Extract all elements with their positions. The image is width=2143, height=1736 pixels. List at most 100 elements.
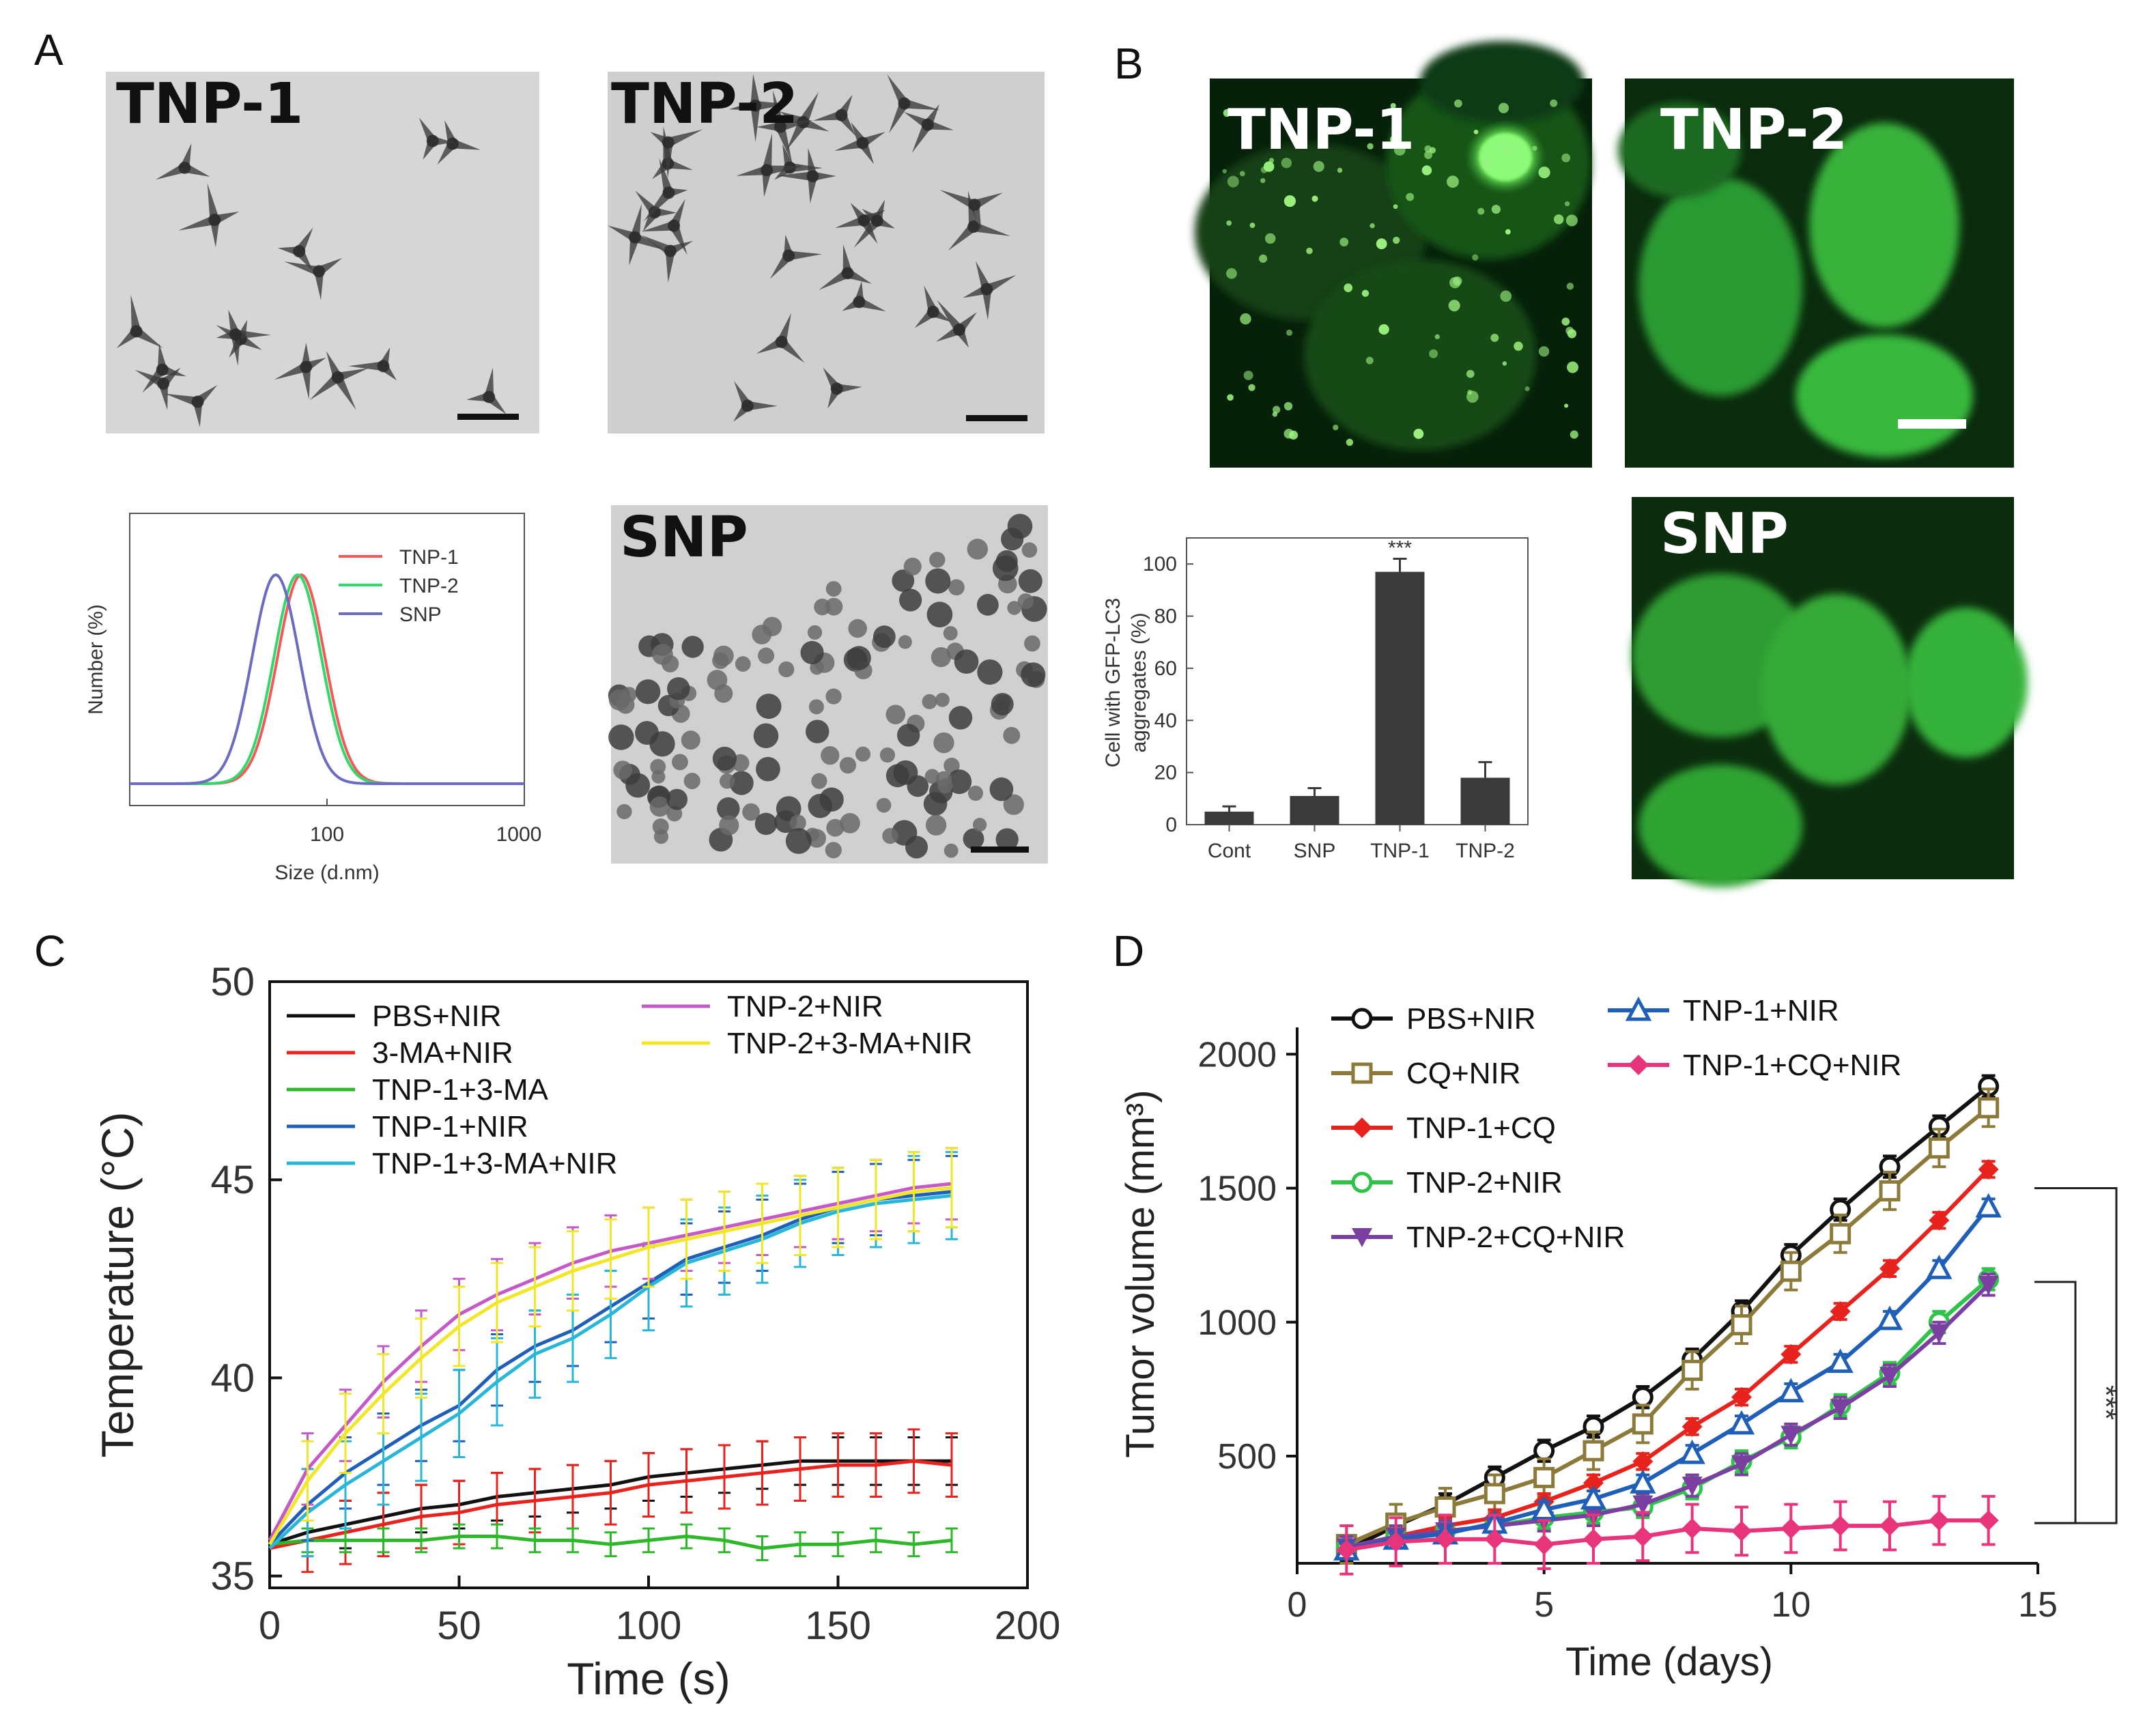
- nanosphere-particle: [924, 769, 940, 784]
- fluorescent-puncta: [1239, 171, 1245, 177]
- nanostar-core: [157, 377, 170, 390]
- tumor-marker: [1780, 1343, 1802, 1365]
- nanostar-core: [426, 134, 439, 147]
- nanostar-arm: [207, 183, 220, 221]
- nanostar-core: [921, 118, 934, 131]
- fluorescent-puncta: [1564, 201, 1570, 207]
- tumor-marker: [1352, 1228, 1372, 1247]
- nanosphere-particle: [992, 555, 1019, 582]
- nanostar-core: [782, 249, 795, 262]
- tumor-ylabel: Tumor volume (mm³): [1118, 1090, 1163, 1457]
- nanostar-particle: [756, 313, 805, 363]
- bar-xtick-label: Cont: [1208, 840, 1251, 862]
- temp-xtick-label: 50: [437, 1604, 481, 1648]
- fluorescent-puncta: [1472, 254, 1479, 261]
- bar-tnp-2: [1460, 778, 1510, 825]
- tumor-marker: [1632, 1413, 1654, 1435]
- tumor-marker: [1780, 1425, 1802, 1445]
- temp-legend-label: TNP-2+NIR: [727, 990, 883, 1023]
- panel-letter-d: D: [1113, 926, 1144, 976]
- nanosphere-particle: [717, 797, 740, 821]
- nanostar-arm: [789, 162, 823, 173]
- dls-xtick-label: 100: [310, 823, 344, 846]
- micro-label-snp-a: SNP: [620, 505, 748, 570]
- nanostar-arm: [314, 270, 324, 300]
- nanosphere-particle: [735, 656, 751, 672]
- temp-series-tnp-1-nir: [268, 1154, 958, 1546]
- tumor-marker: [1830, 1301, 1851, 1322]
- nanostar-core: [853, 296, 866, 309]
- panel-letter-a: A: [34, 25, 63, 74]
- nanostar-core: [229, 328, 242, 341]
- tumor-marker: [1625, 996, 1652, 1021]
- tumor-legend-label: TNP-2+CQ+NIR: [1406, 1221, 1625, 1254]
- nanostar-particle: [769, 234, 822, 279]
- fluorescent-puncta: [1390, 135, 1398, 143]
- temp-series-tnp-1-3-ma-nir: [268, 1151, 958, 1558]
- nanostar-particle: [733, 381, 778, 422]
- bracket-line: [2034, 1187, 2118, 1524]
- scale-bar: [1898, 419, 1966, 429]
- tumor-marker: [1352, 1118, 1372, 1138]
- fluorescent-puncta: [1564, 403, 1569, 408]
- nanosphere-particle: [649, 796, 670, 817]
- nanostar-arm: [301, 366, 311, 399]
- fluorescent-puncta: [1258, 254, 1268, 263]
- temp-ytick-label: 50: [210, 960, 255, 1004]
- nanostar-particle: [736, 133, 804, 197]
- nanosphere-particle: [756, 694, 782, 720]
- nanostar-core: [774, 120, 786, 133]
- nanosphere-particle: [896, 724, 920, 747]
- tumor-marker: [1879, 1516, 1900, 1537]
- fluorescent-puncta: [1498, 102, 1509, 113]
- nanosphere-particle: [876, 797, 892, 813]
- nanostar-core: [446, 137, 459, 150]
- nanostar-particle: [650, 129, 703, 178]
- fluorescent-puncta: [1466, 369, 1475, 378]
- tumor-marker: [1679, 1439, 1705, 1464]
- nanosphere-particle: [976, 594, 999, 616]
- fluorescent-puncta: [1346, 438, 1354, 446]
- nanostar-arm: [750, 74, 761, 106]
- fluorescent-puncta: [1242, 119, 1249, 127]
- nanosphere-particle: [789, 814, 806, 831]
- nanostar-core: [662, 136, 675, 149]
- tumor-marker: [1926, 1254, 1953, 1279]
- nanosphere-particle: [635, 679, 661, 705]
- nanostar-particle: [277, 227, 313, 271]
- nanosphere-particle: [925, 568, 951, 594]
- fluorescent-puncta: [1514, 341, 1523, 351]
- scale-bar: [966, 415, 1027, 421]
- bar-ylabel-line1: Cell with GFP-LC3: [1102, 598, 1124, 767]
- nanosphere-particle: [1018, 569, 1042, 593]
- nanosphere-particle: [652, 644, 673, 665]
- nanosphere-particle: [879, 747, 896, 763]
- tumor-marker: [1484, 1528, 1505, 1550]
- tumor-marker: [1351, 1171, 1373, 1193]
- nanosphere-particle: [882, 827, 898, 844]
- nanostar-arm: [842, 244, 853, 274]
- nanostar-particle: [812, 94, 856, 137]
- tumor-marker: [1879, 1258, 1900, 1279]
- nanosphere-particle: [967, 785, 984, 801]
- nanostar-arm: [777, 171, 813, 182]
- tumor-marker: [1830, 1399, 1851, 1419]
- fluorescent-puncta: [1306, 247, 1313, 255]
- fluorescent-puncta: [1272, 412, 1278, 417]
- nanosphere-particle: [885, 705, 906, 724]
- fluorescent-puncta: [1333, 425, 1339, 431]
- nanosphere-particle: [753, 723, 779, 748]
- temp-ytick-label: 35: [210, 1554, 255, 1599]
- tumor-xtick-label: 5: [1534, 1585, 1554, 1625]
- fluorescent-puncta: [1222, 169, 1227, 174]
- tumor-marker: [1351, 1008, 1373, 1029]
- fluorescent-puncta: [1453, 276, 1462, 286]
- nanosphere-particle: [933, 732, 954, 754]
- tumor-legend-label: TNP-1+CQ: [1406, 1111, 1556, 1145]
- bar-ytick-label: 60: [1154, 657, 1177, 680]
- bar-xtick-label: TNP-1: [1370, 840, 1430, 862]
- nanostar-arm: [274, 362, 308, 380]
- nanostar-arm: [747, 401, 778, 411]
- nanostar-particle: [116, 294, 163, 349]
- nanostar-arm: [939, 190, 977, 210]
